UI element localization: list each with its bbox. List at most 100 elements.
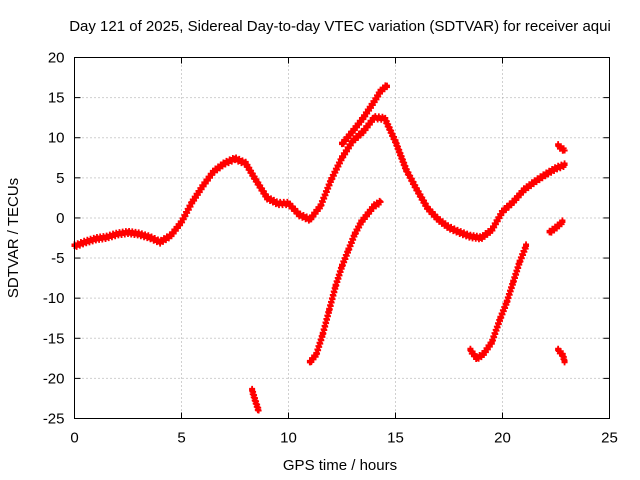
series-fragment-3 xyxy=(555,141,568,154)
series-fragment-1 xyxy=(249,385,262,414)
data-point xyxy=(413,186,420,193)
x-tick-label: 15 xyxy=(387,430,404,447)
y-tick-label: -10 xyxy=(43,290,65,307)
series-band xyxy=(306,197,384,366)
data-point xyxy=(358,218,365,225)
data-point xyxy=(542,171,549,178)
data-point xyxy=(488,339,495,346)
data-point xyxy=(403,166,410,173)
data-point xyxy=(553,165,559,172)
data-point xyxy=(274,200,281,207)
data-point xyxy=(360,128,367,135)
data-point xyxy=(178,218,185,225)
y-tick-label: 20 xyxy=(48,50,65,67)
data-point xyxy=(210,168,217,175)
data-point xyxy=(510,279,517,286)
data-point xyxy=(480,351,487,358)
data-point xyxy=(339,263,345,270)
x-tick-label: 10 xyxy=(280,430,297,447)
data-point xyxy=(553,224,559,231)
data-point xyxy=(499,208,506,215)
y-tick-label: -25 xyxy=(43,411,65,428)
data-point xyxy=(561,357,568,364)
data-point xyxy=(345,247,352,254)
data-point xyxy=(82,239,89,246)
data-point xyxy=(249,387,256,394)
data-point xyxy=(339,154,345,161)
data-point xyxy=(371,202,378,209)
data-point xyxy=(424,205,431,212)
data-point xyxy=(392,138,399,145)
series-main-band xyxy=(71,113,568,250)
series-band xyxy=(555,345,568,366)
data-point xyxy=(103,234,110,241)
data-point xyxy=(306,359,313,366)
y-tick-label: 0 xyxy=(56,210,64,227)
data-point xyxy=(456,229,463,236)
series-rising-arc xyxy=(306,197,384,366)
data-point xyxy=(531,178,538,185)
x-axis-label: GPS time / hours xyxy=(283,457,397,474)
data-point xyxy=(189,198,196,205)
y-tick-label: -15 xyxy=(43,330,65,347)
data-point xyxy=(199,182,206,189)
data-point xyxy=(435,216,442,223)
data-point xyxy=(559,218,566,225)
y-tick-label: 5 xyxy=(56,170,64,187)
chart-title: Day 121 of 2025, Sidereal Day-to-day VTE… xyxy=(69,18,611,35)
x-tick-label: 20 xyxy=(494,430,511,447)
data-point xyxy=(555,142,562,149)
x-tick-label: 5 xyxy=(177,430,185,447)
y-tick-label: 15 xyxy=(48,90,65,107)
data-point xyxy=(157,239,164,246)
data-point xyxy=(488,226,495,233)
data-point xyxy=(349,137,356,144)
data-point xyxy=(377,198,384,205)
data-point xyxy=(135,230,142,237)
data-point xyxy=(497,315,504,322)
data-point xyxy=(332,283,339,290)
data-point xyxy=(296,211,303,218)
data-point xyxy=(371,114,378,121)
plot-frame xyxy=(74,57,610,419)
y-tick-label: -20 xyxy=(43,370,65,387)
data-point xyxy=(546,229,553,236)
data-point xyxy=(351,230,358,237)
data-point xyxy=(377,88,384,95)
data-point xyxy=(306,216,313,223)
data-point xyxy=(255,407,262,414)
data-point xyxy=(523,243,530,250)
data-point xyxy=(561,161,568,168)
data-point xyxy=(167,232,174,239)
series-fragment-4 xyxy=(555,345,568,366)
data-point xyxy=(253,178,260,185)
data-point xyxy=(559,351,566,358)
data-point xyxy=(313,351,320,358)
data-point xyxy=(516,259,523,266)
data-point xyxy=(326,307,333,314)
data-point xyxy=(478,235,485,241)
data-point xyxy=(555,347,562,354)
axis-ticks: 0 5 10 15 20 25 -25 -20 -15 -10 -5 0 5 10 15 20 xyxy=(43,50,618,447)
data-point xyxy=(381,115,388,122)
data-point xyxy=(221,160,228,167)
data-point xyxy=(561,147,568,154)
data-point xyxy=(473,355,480,362)
data-point xyxy=(467,347,474,354)
data-point xyxy=(383,82,390,89)
series-rising-arc-2 xyxy=(467,241,530,363)
data-point xyxy=(339,141,345,148)
data-point xyxy=(328,176,335,183)
data-point xyxy=(264,194,271,201)
data-point xyxy=(242,160,249,167)
data-point xyxy=(232,155,238,162)
data-point xyxy=(317,202,324,209)
data-point xyxy=(125,229,131,236)
y-tick-label: 10 xyxy=(48,130,65,147)
data-point xyxy=(503,299,510,306)
series-band xyxy=(555,141,568,154)
data-point xyxy=(146,234,153,241)
data-point xyxy=(349,128,356,135)
data-point xyxy=(520,186,527,193)
y-axis-label: SDTVAR / TECUs xyxy=(5,178,22,298)
